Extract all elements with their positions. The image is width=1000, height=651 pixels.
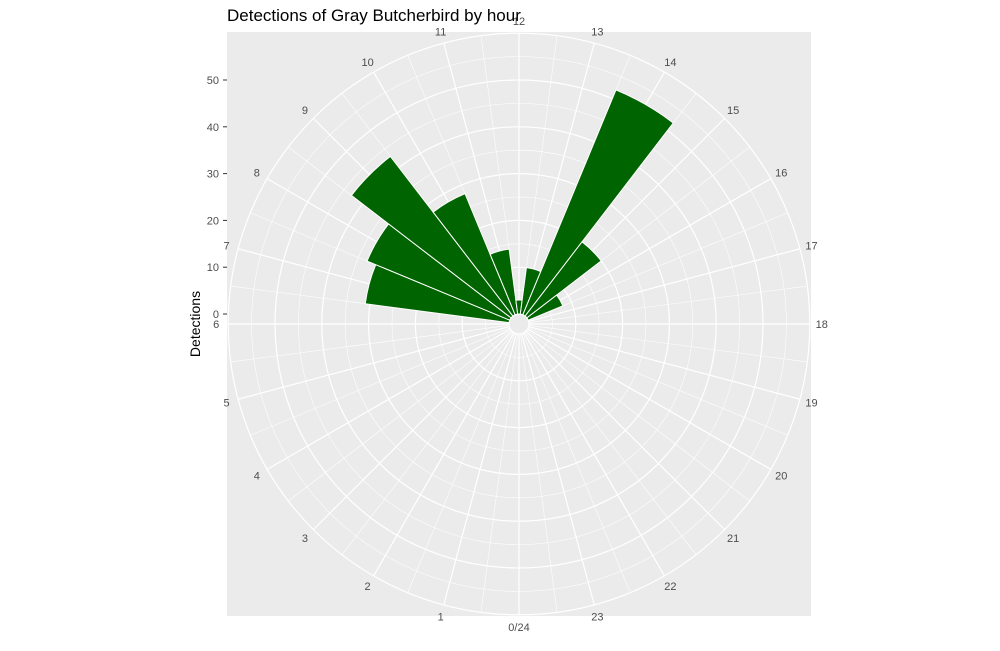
hour-label-18: 18 [816,319,828,331]
grid-spoke-minor [522,333,631,593]
hour-label-9: 9 [302,105,308,117]
grid-spoke-minor [528,325,808,363]
grid-spoke-minor [524,331,697,555]
grid-spoke-major [527,328,772,470]
hour-label-19: 19 [805,397,817,409]
bar-hour-10 [432,193,516,317]
hour-label-4: 4 [254,470,260,482]
hour-label-17: 17 [805,241,817,253]
grid-spoke-minor [288,329,512,502]
hour-label-3: 3 [302,533,308,545]
grid-spoke-minor [528,327,788,436]
chart-title: Detections of Gray Butcherbird by hour [227,6,521,25]
hour-label-6: 6 [213,319,219,331]
hour-label-21: 21 [727,533,739,545]
hour-label-1: 1 [438,611,444,623]
y-tick-label: 0 [213,309,219,321]
grid-spoke-major [266,328,511,470]
hour-label-11: 11 [435,27,446,39]
hour-label-22: 22 [664,581,676,593]
y-tick-label: 50 [207,75,219,87]
hour-label-7: 7 [223,241,229,253]
grid-spoke-minor [520,333,558,613]
hour-labels: 0/24123456789101112131415161718192021222… [213,16,828,634]
hour-label-2: 2 [365,581,371,593]
hour-label-5: 5 [223,397,229,409]
grid-spoke-major [527,178,772,320]
hour-label-23: 23 [591,611,603,623]
grid-spoke-major [373,332,515,577]
hour-label-10: 10 [361,57,373,69]
hour-label-16: 16 [775,168,787,180]
grid-spoke-minor [528,285,808,323]
grid-spoke-minor [480,333,518,613]
grid-spoke-major [528,248,801,322]
y-tick-label: 30 [207,169,219,181]
y-axis: 0 10 20 30 40 50 [207,75,227,321]
hour-label-12: 12 [513,16,525,28]
grid-spoke-major [237,326,510,400]
grid-spoke-major [521,333,595,606]
bar-hour-16 [526,294,564,321]
y-tick-label: 10 [207,262,219,274]
grid-spoke-minor [407,333,516,593]
hour-label-15: 15 [727,105,739,117]
hour-label-14: 14 [664,57,676,69]
hour-label-0-24: 0/24 [508,622,529,634]
grid-spoke-minor [250,327,510,436]
y-tick-label: 20 [207,215,219,227]
bar-hour-11 [489,248,519,316]
grid-spoke-major [312,330,513,531]
grid-spoke-minor [526,329,750,502]
grid-spoke-major [528,326,801,400]
grid-spoke-minor [341,331,514,555]
bar-hour-15 [524,241,602,319]
grid-spoke-minor [528,212,788,321]
grid-spoke-major [525,330,726,531]
bar-hour-9 [350,155,514,319]
hour-label-8: 8 [254,168,260,180]
bars [350,89,674,324]
y-tick-label: 40 [207,122,219,134]
y-axis-label: Detections [187,291,203,357]
hour-label-20: 20 [775,470,787,482]
grid-spoke-major [443,333,517,606]
hour-label-13: 13 [591,27,603,39]
grid-spoke-major [523,332,665,577]
grid-spoke-minor [230,325,510,363]
bar-hour-14 [522,89,674,317]
